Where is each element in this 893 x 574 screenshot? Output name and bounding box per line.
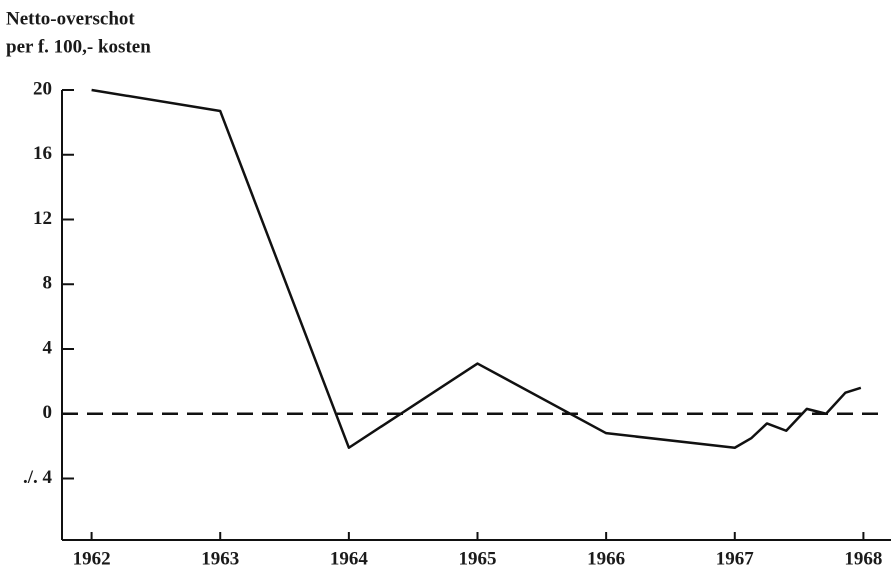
y-axis-label: per f. 100,- kosten [6, 36, 151, 57]
x-tick-label: 1962 [73, 548, 111, 569]
x-tick-label: 1965 [459, 548, 497, 569]
y-tick-label: 16 [33, 143, 52, 164]
x-tick-label: 1963 [201, 548, 239, 569]
y-tick-label: 4 [43, 337, 53, 358]
y-tick-label: 12 [33, 208, 52, 229]
x-tick-label: 1967 [716, 548, 755, 569]
y-tick-label: 0 [43, 402, 53, 423]
data-line [91, 88, 862, 449]
y-tick-label: 20 [33, 78, 52, 99]
y-tick-label: ./. 4 [23, 467, 53, 488]
y-tick-label: 8 [43, 273, 53, 294]
x-tick-label: 1968 [844, 548, 882, 569]
x-tick-label: 1964 [330, 548, 369, 569]
y-axis-label: Netto-overschot [6, 8, 135, 29]
x-tick-label: 1966 [587, 548, 625, 569]
